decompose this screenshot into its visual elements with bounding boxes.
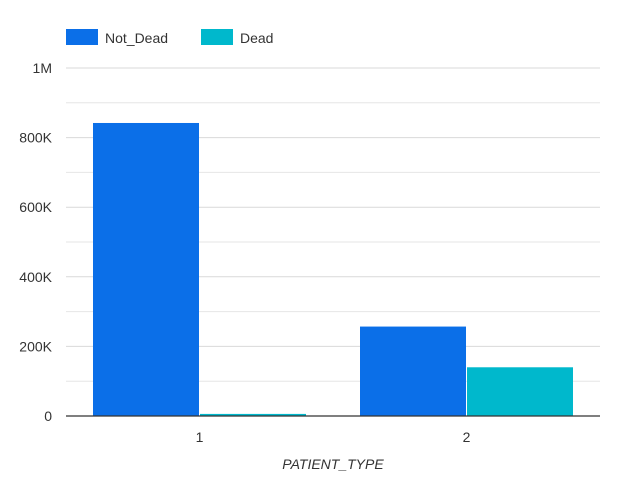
- bar-not-dead-2: [360, 326, 466, 416]
- bar-not-dead-1: [93, 122, 199, 416]
- y-tick-label: 200K: [19, 338, 52, 354]
- x-tick-label: 1: [196, 429, 204, 445]
- x-axis-title: PATIENT_TYPE: [282, 456, 384, 472]
- legend-item-not-dead[interactable]: Not_Dead: [66, 29, 168, 46]
- bar-dead-1: [200, 413, 306, 416]
- legend: Not_Dead Dead: [66, 29, 273, 46]
- legend-label: Dead: [240, 30, 273, 46]
- legend-label: Not_Dead: [105, 30, 168, 46]
- x-tick-label: 2: [463, 429, 471, 445]
- y-axis-ticks: 0 200K 400K 600K 800K 1M: [19, 60, 52, 424]
- y-tick-label: 800K: [19, 130, 52, 146]
- bar-dead-2: [467, 367, 573, 416]
- y-tick-label: 1M: [33, 60, 52, 76]
- y-tick-label: 0: [44, 408, 52, 424]
- legend-swatch: [66, 29, 98, 45]
- legend-swatch: [201, 29, 233, 45]
- y-tick-label: 600K: [19, 199, 52, 215]
- legend-item-dead[interactable]: Dead: [201, 29, 273, 46]
- bars: [93, 122, 573, 416]
- y-tick-label: 400K: [19, 269, 52, 285]
